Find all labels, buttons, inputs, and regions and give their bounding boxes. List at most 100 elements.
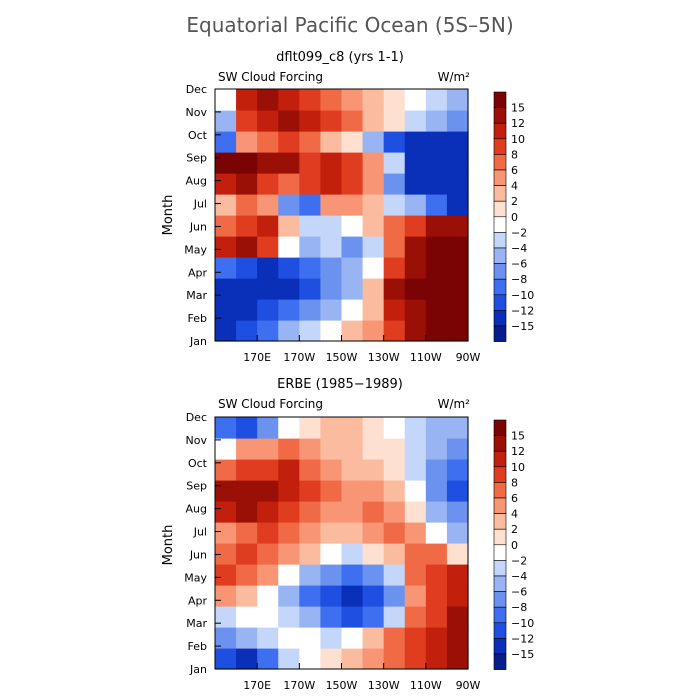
colorbar-swatch <box>493 294 507 311</box>
colorbar-swatch <box>493 200 507 218</box>
heatmap-cell <box>404 585 427 607</box>
heatmap-cell <box>257 585 279 607</box>
heatmap-cell <box>404 543 427 565</box>
heatmap-cell <box>299 278 322 300</box>
heatmap-cell <box>257 320 279 342</box>
heatmap-cell <box>341 480 364 502</box>
heatmap-cell <box>299 320 322 342</box>
heatmap-cell <box>404 89 427 111</box>
figure-title: Equatorial Pacific Ocean (5S–5N) <box>186 13 513 37</box>
colorbar-swatch <box>493 154 507 171</box>
heatmap-cell <box>383 89 406 111</box>
heatmap-cell <box>257 543 279 565</box>
heatmap-cell <box>425 438 448 460</box>
heatmap-cell <box>362 278 385 300</box>
panel-observed-variable-label: SW Cloud Forcing <box>218 397 323 411</box>
heatmap-cell <box>320 585 343 607</box>
heatmap-cell <box>236 606 258 628</box>
heatmap-cell <box>320 522 343 544</box>
colorbar-swatch <box>493 216 507 233</box>
heatmap-cell <box>446 564 469 586</box>
heatmap-cell <box>425 173 448 195</box>
heatmap-cell <box>215 173 237 195</box>
heatmap-cell <box>383 131 406 153</box>
colorbar-swatch <box>493 185 507 202</box>
heatmap-cell <box>257 606 279 628</box>
heatmap-cell <box>425 480 448 502</box>
heatmap-cell <box>425 564 448 586</box>
heatmap-cell <box>446 606 469 628</box>
heatmap-cell <box>215 320 237 342</box>
heatmap-cell <box>299 173 322 195</box>
heatmap-cell <box>257 648 279 670</box>
panel-model: dflt099_c8 (yrs 1-1) SW Cloud Forcing W/… <box>161 50 534 364</box>
colorbar-swatch <box>493 513 507 530</box>
heatmap-cell <box>383 438 406 460</box>
heatmap-cell <box>320 194 343 216</box>
heatmap-cell <box>257 459 279 481</box>
heatmap-cell <box>383 194 406 216</box>
heatmap-cell <box>215 585 237 607</box>
colorbar-label: 12 <box>511 445 525 458</box>
heatmap-cell <box>362 480 385 502</box>
heatmap-cell <box>341 110 364 132</box>
heatmap-cell <box>404 480 427 502</box>
heatmap-cell <box>425 110 448 132</box>
heatmap-cell <box>404 606 427 628</box>
heatmap-cell <box>278 236 300 258</box>
heatmap-cell <box>320 627 343 649</box>
heatmap-cell <box>257 627 279 649</box>
colorbar-swatch <box>493 325 507 342</box>
heatmap-cell <box>299 564 322 586</box>
colorbar-swatch <box>493 591 507 608</box>
heatmap-cell <box>215 131 237 153</box>
heatmap-cell <box>236 215 258 237</box>
heatmap-cell <box>383 627 406 649</box>
colorbar-label: 12 <box>511 117 525 130</box>
colorbar-swatch <box>493 232 507 249</box>
y-tick-label: Dec <box>186 83 207 96</box>
heatmap-cell <box>362 585 385 607</box>
heatmap-cell <box>257 194 279 216</box>
heatmap-cell <box>236 110 258 132</box>
heatmap-cell <box>257 236 279 258</box>
heatmap-cell <box>383 110 406 132</box>
heatmap-cell <box>404 320 427 342</box>
heatmap-cell <box>236 501 258 523</box>
panel-model-heatmap <box>215 89 469 342</box>
y-tick-label: Oct <box>188 129 208 142</box>
heatmap-cell <box>383 522 406 544</box>
heatmap-cell <box>257 257 279 279</box>
heatmap-cell <box>236 89 258 111</box>
x-tick-label: 170W <box>283 679 315 692</box>
heatmap-cell <box>320 480 343 502</box>
heatmap-cell <box>299 606 322 628</box>
x-tick-label: 110W <box>410 351 442 364</box>
colorbar-label: 2 <box>511 523 518 536</box>
heatmap-cell <box>341 257 364 279</box>
colorbar-swatch <box>493 435 507 452</box>
heatmap-cell <box>341 417 364 439</box>
heatmap-cell <box>299 648 322 670</box>
panel-observed-x-axis: 170E 170W 150W 130W 110W 90W <box>243 663 481 692</box>
heatmap-cell <box>236 236 258 258</box>
colorbar-label: −15 <box>511 648 534 661</box>
heatmap-cell <box>383 417 406 439</box>
heatmap-cell <box>278 215 300 237</box>
heatmap-cell <box>425 89 448 111</box>
heatmap-cell <box>278 648 300 670</box>
heatmap-cell <box>215 627 237 649</box>
heatmap-cell <box>236 173 258 195</box>
heatmap-cell <box>362 459 385 481</box>
heatmap-cell <box>404 459 427 481</box>
heatmap-cell <box>320 648 343 670</box>
heatmap-cell <box>257 215 279 237</box>
y-tick-label: Mar <box>186 617 207 630</box>
heatmap-cell <box>299 459 322 481</box>
heatmap-cell <box>362 131 385 153</box>
heatmap-cell <box>404 299 427 321</box>
heatmap-cell <box>383 648 406 670</box>
heatmap-cell <box>341 320 364 342</box>
heatmap-cell <box>446 257 469 279</box>
